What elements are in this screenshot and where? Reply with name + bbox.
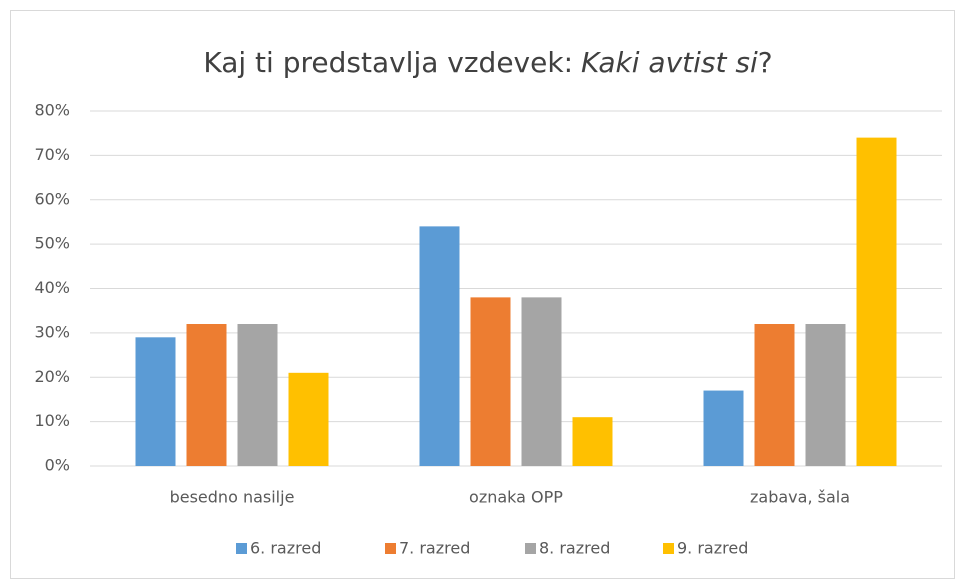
- legend-swatch: [663, 543, 674, 554]
- x-tick-label: oznaka OPP: [469, 488, 563, 507]
- y-tick-label: 10%: [34, 411, 70, 430]
- bar: [419, 226, 460, 466]
- legend-label: 8. razred: [539, 539, 610, 558]
- legend-swatch: [525, 543, 536, 554]
- legend-label: 9. razred: [677, 539, 748, 558]
- bar: [805, 324, 846, 466]
- chart-title: Kaj ti predstavlja vzdevek: Kaki avtist s…: [203, 46, 772, 79]
- x-tick-label: zabava, šala: [750, 488, 850, 507]
- bar: [754, 324, 795, 466]
- legend-swatch: [236, 543, 247, 554]
- y-tick-label: 0%: [45, 456, 70, 475]
- bar: [856, 137, 897, 466]
- bar: [135, 337, 176, 466]
- legend-swatch: [385, 543, 396, 554]
- x-tick-label: besedno nasilje: [170, 488, 295, 507]
- bar: [237, 324, 278, 466]
- bar: [470, 297, 511, 466]
- y-tick-label: 50%: [34, 234, 70, 253]
- y-tick-label: 20%: [34, 367, 70, 386]
- legend-label: 7. razred: [399, 539, 470, 558]
- chart-border: [10, 10, 955, 579]
- y-tick-label: 40%: [34, 278, 70, 297]
- bar: [288, 372, 329, 466]
- bar: [703, 390, 744, 466]
- y-tick-label: 80%: [34, 101, 70, 120]
- legend-label: 6. razred: [250, 539, 321, 558]
- y-tick-label: 70%: [34, 145, 70, 164]
- y-tick-label: 30%: [34, 322, 70, 341]
- bar: [186, 324, 227, 466]
- bar: [572, 417, 613, 466]
- bar: [521, 297, 562, 466]
- y-tick-label: 60%: [34, 189, 70, 208]
